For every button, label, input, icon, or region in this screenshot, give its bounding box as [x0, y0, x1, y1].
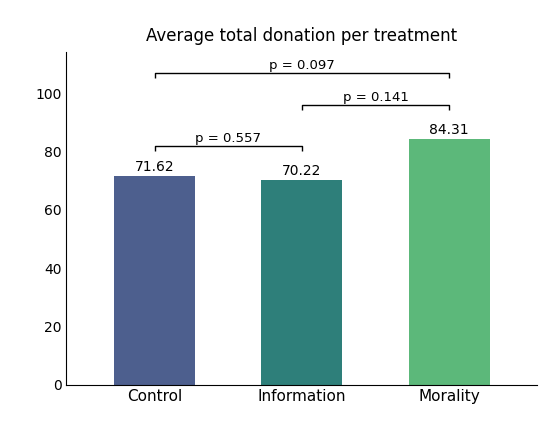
Text: 70.22: 70.22 — [282, 164, 322, 178]
Text: p = 0.557: p = 0.557 — [196, 132, 261, 145]
Text: p = 0.141: p = 0.141 — [342, 91, 408, 104]
Text: 84.31: 84.31 — [429, 123, 469, 137]
Bar — [114, 176, 195, 385]
Text: 71.62: 71.62 — [135, 160, 175, 174]
Bar — [261, 180, 342, 385]
Text: p = 0.097: p = 0.097 — [269, 59, 335, 72]
Bar — [409, 139, 490, 385]
Title: Average total donation per treatment: Average total donation per treatment — [146, 28, 458, 45]
